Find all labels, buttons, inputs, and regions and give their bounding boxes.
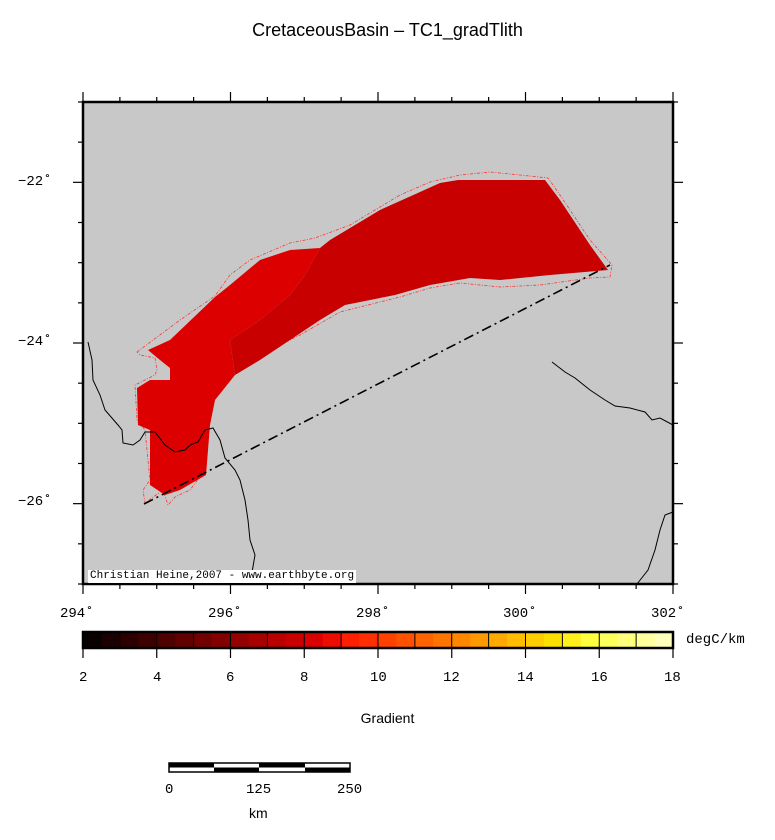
lon-label: 298˚: [356, 606, 390, 622]
scalebar-segment: [169, 763, 214, 768]
colorbar-swatch: [580, 632, 600, 648]
scalebar-label: 125: [246, 782, 272, 798]
colorbar-swatch: [119, 632, 139, 648]
lat-label: −22˚: [18, 174, 52, 190]
colorbar-swatch: [285, 632, 305, 648]
lon-label: 296˚: [208, 606, 242, 622]
coastline-west: [87, 341, 256, 585]
colorbar-tick-label: 12: [443, 670, 460, 686]
colorbar-tick-label: 14: [517, 670, 534, 686]
colorbar-swatch: [101, 632, 121, 648]
colorbar-swatch: [230, 632, 250, 648]
colorbar-swatch: [507, 632, 526, 648]
colorbar-swatch: [396, 632, 416, 648]
colorbar-swatch: [138, 632, 158, 648]
colorbar-swatch: [175, 632, 194, 648]
colorbar-unit: degC/km: [686, 632, 745, 648]
colorbar-swatch: [267, 632, 287, 648]
colorbar-swatch: [470, 632, 489, 648]
lon-label: 302˚: [651, 606, 685, 622]
scalebar-label: 250: [337, 782, 363, 798]
colorbar: [81, 630, 675, 658]
colorbar-swatch: [433, 632, 453, 648]
scalebar-segment: [214, 767, 259, 772]
colorbar-tick-label: 4: [153, 670, 162, 686]
colorbar-swatch: [525, 632, 545, 648]
frame-ticks: [73, 92, 683, 594]
coastlines: [87, 341, 674, 585]
lon-label: 294˚: [60, 606, 94, 622]
colorbar-label: Gradient: [360, 710, 415, 726]
profile-line: [143, 264, 611, 505]
gradient-high-zone: [137, 248, 320, 495]
colorbar-swatch: [654, 632, 674, 648]
coastline-southeast: [636, 511, 674, 585]
lon-label: 300˚: [503, 606, 537, 622]
colorbar-swatch: [378, 632, 397, 648]
map-title: CretaceousBasin – TC1_gradTlith: [252, 20, 523, 40]
scalebar-label: 0: [165, 782, 174, 798]
scalebar-segment: [305, 767, 350, 772]
colorbar-tick-label: 16: [591, 670, 608, 686]
colorbar-tick-label: 10: [370, 670, 387, 686]
lat-label: −26˚: [18, 494, 52, 510]
credit-label: Christian Heine,2007 - www.earthbyte.org: [88, 570, 357, 583]
colorbar-swatch: [304, 632, 323, 648]
basin-outline: [134, 171, 613, 506]
colorbar-swatch: [636, 632, 655, 648]
colorbar-swatch: [322, 632, 342, 648]
colorbar-swatch: [359, 632, 379, 648]
colorbar-swatch: [488, 632, 508, 648]
colorbar-swatch: [562, 632, 582, 648]
colorbar-tick-label: 18: [664, 670, 681, 686]
colorbar-swatch: [83, 632, 102, 648]
scalebar-segment: [259, 763, 305, 768]
colorbar-tick-label: 6: [226, 670, 235, 686]
colorbar-swatch: [451, 632, 471, 648]
colorbar-swatch: [617, 632, 637, 648]
gradient-low-zone: [230, 180, 608, 375]
colorbar-tick-label: 8: [300, 670, 309, 686]
colorbar-swatch: [248, 632, 268, 648]
colorbar-swatch: [212, 632, 231, 648]
colorbar-tick-label: 2: [79, 670, 88, 686]
coastline-east: [551, 361, 674, 426]
colorbar-swatch: [156, 632, 176, 648]
colorbar-swatch: [543, 632, 563, 648]
scalebar: [168, 762, 351, 773]
scalebar-unit: km: [249, 805, 268, 821]
colorbar-swatch: [341, 632, 360, 648]
colorbar-swatch: [193, 632, 213, 648]
colorbar-swatch: [414, 632, 434, 648]
lat-label: −24˚: [18, 334, 52, 350]
colorbar-swatch: [599, 632, 618, 648]
